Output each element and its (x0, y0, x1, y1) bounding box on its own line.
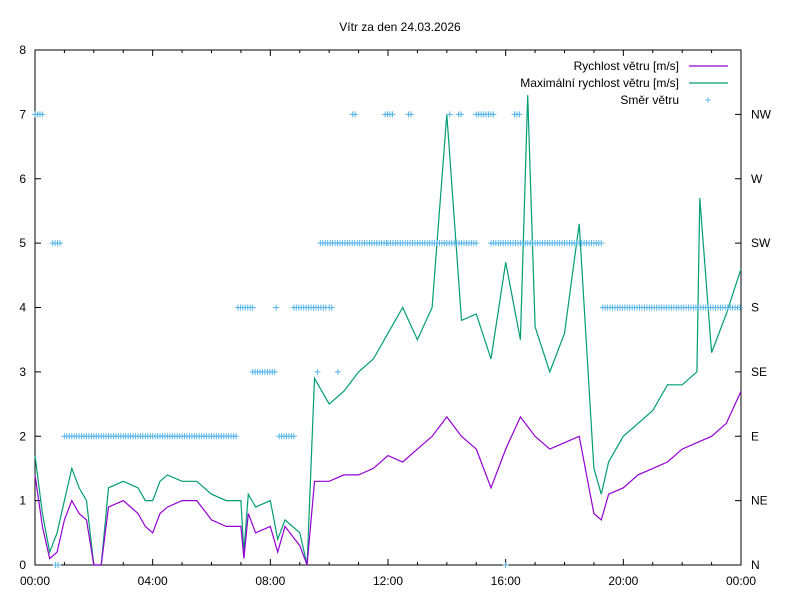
direction-point (57, 240, 64, 247)
y2-tick-label: S (751, 301, 759, 315)
direction-point (273, 304, 280, 311)
x-tick-label: 08:00 (255, 574, 285, 588)
x-tick-label: 16:00 (491, 574, 521, 588)
direction-point (314, 368, 321, 375)
direction-point (458, 111, 465, 118)
direction-point (271, 368, 278, 375)
direction-point (408, 111, 415, 118)
y-tick-label: 7 (19, 107, 26, 121)
y-tick-label: 1 (19, 494, 26, 508)
direction-point (334, 368, 341, 375)
y2-tick-label: SE (751, 365, 767, 379)
direction-point (502, 562, 509, 568)
direction-point (446, 111, 453, 118)
x-tick-label: 00:00 (20, 574, 50, 588)
legend-label-direction: Směr větru (620, 93, 679, 107)
y-tick-label: 4 (19, 301, 26, 315)
legend: Rychlost větru [m/s] Maximální rychlost … (520, 59, 728, 107)
direction-point (352, 111, 359, 118)
direction-point (55, 562, 62, 568)
direction-point (490, 111, 497, 118)
y2-tick-label: NW (751, 107, 772, 121)
y-tick-label: 8 (19, 43, 26, 57)
legend-label-speed: Rychlost větru [m/s] (574, 59, 679, 73)
legend-swatch-direction: + (704, 93, 711, 107)
y-tick-label: 6 (19, 172, 26, 186)
direction-point (737, 304, 744, 311)
x-tick-label: 12:00 (373, 574, 403, 588)
direction-point (389, 111, 396, 118)
gust-line (34, 95, 742, 566)
x-tick-label: 20:00 (608, 574, 638, 588)
y2-tick-label: SW (751, 236, 771, 250)
y2-tick-label: E (751, 429, 759, 443)
y2-tick-label: W (751, 172, 763, 186)
direction-point (328, 304, 335, 311)
y2-tick-label: NE (751, 494, 768, 508)
speed-line (34, 390, 742, 566)
x-tick-label: 00:00 (726, 574, 756, 588)
y2-tick-label: N (751, 558, 760, 572)
legend-label-gust: Maximální rychlost větru [m/s] (520, 76, 679, 90)
direction-point (233, 433, 240, 440)
direction-point (39, 111, 46, 118)
direction-point (290, 433, 297, 440)
direction-point (516, 111, 523, 118)
y-tick-label: 5 (19, 236, 26, 250)
direction-point (473, 240, 480, 247)
direction-point (249, 304, 256, 311)
y-tick-label: 0 (19, 558, 26, 572)
x-tick-label: 04:00 (138, 574, 168, 588)
y-tick-label: 3 (19, 365, 26, 379)
direction-point (598, 240, 605, 247)
y-tick-label: 2 (19, 429, 26, 443)
chart-title: Vítr za den 24.03.2026 (339, 20, 461, 34)
